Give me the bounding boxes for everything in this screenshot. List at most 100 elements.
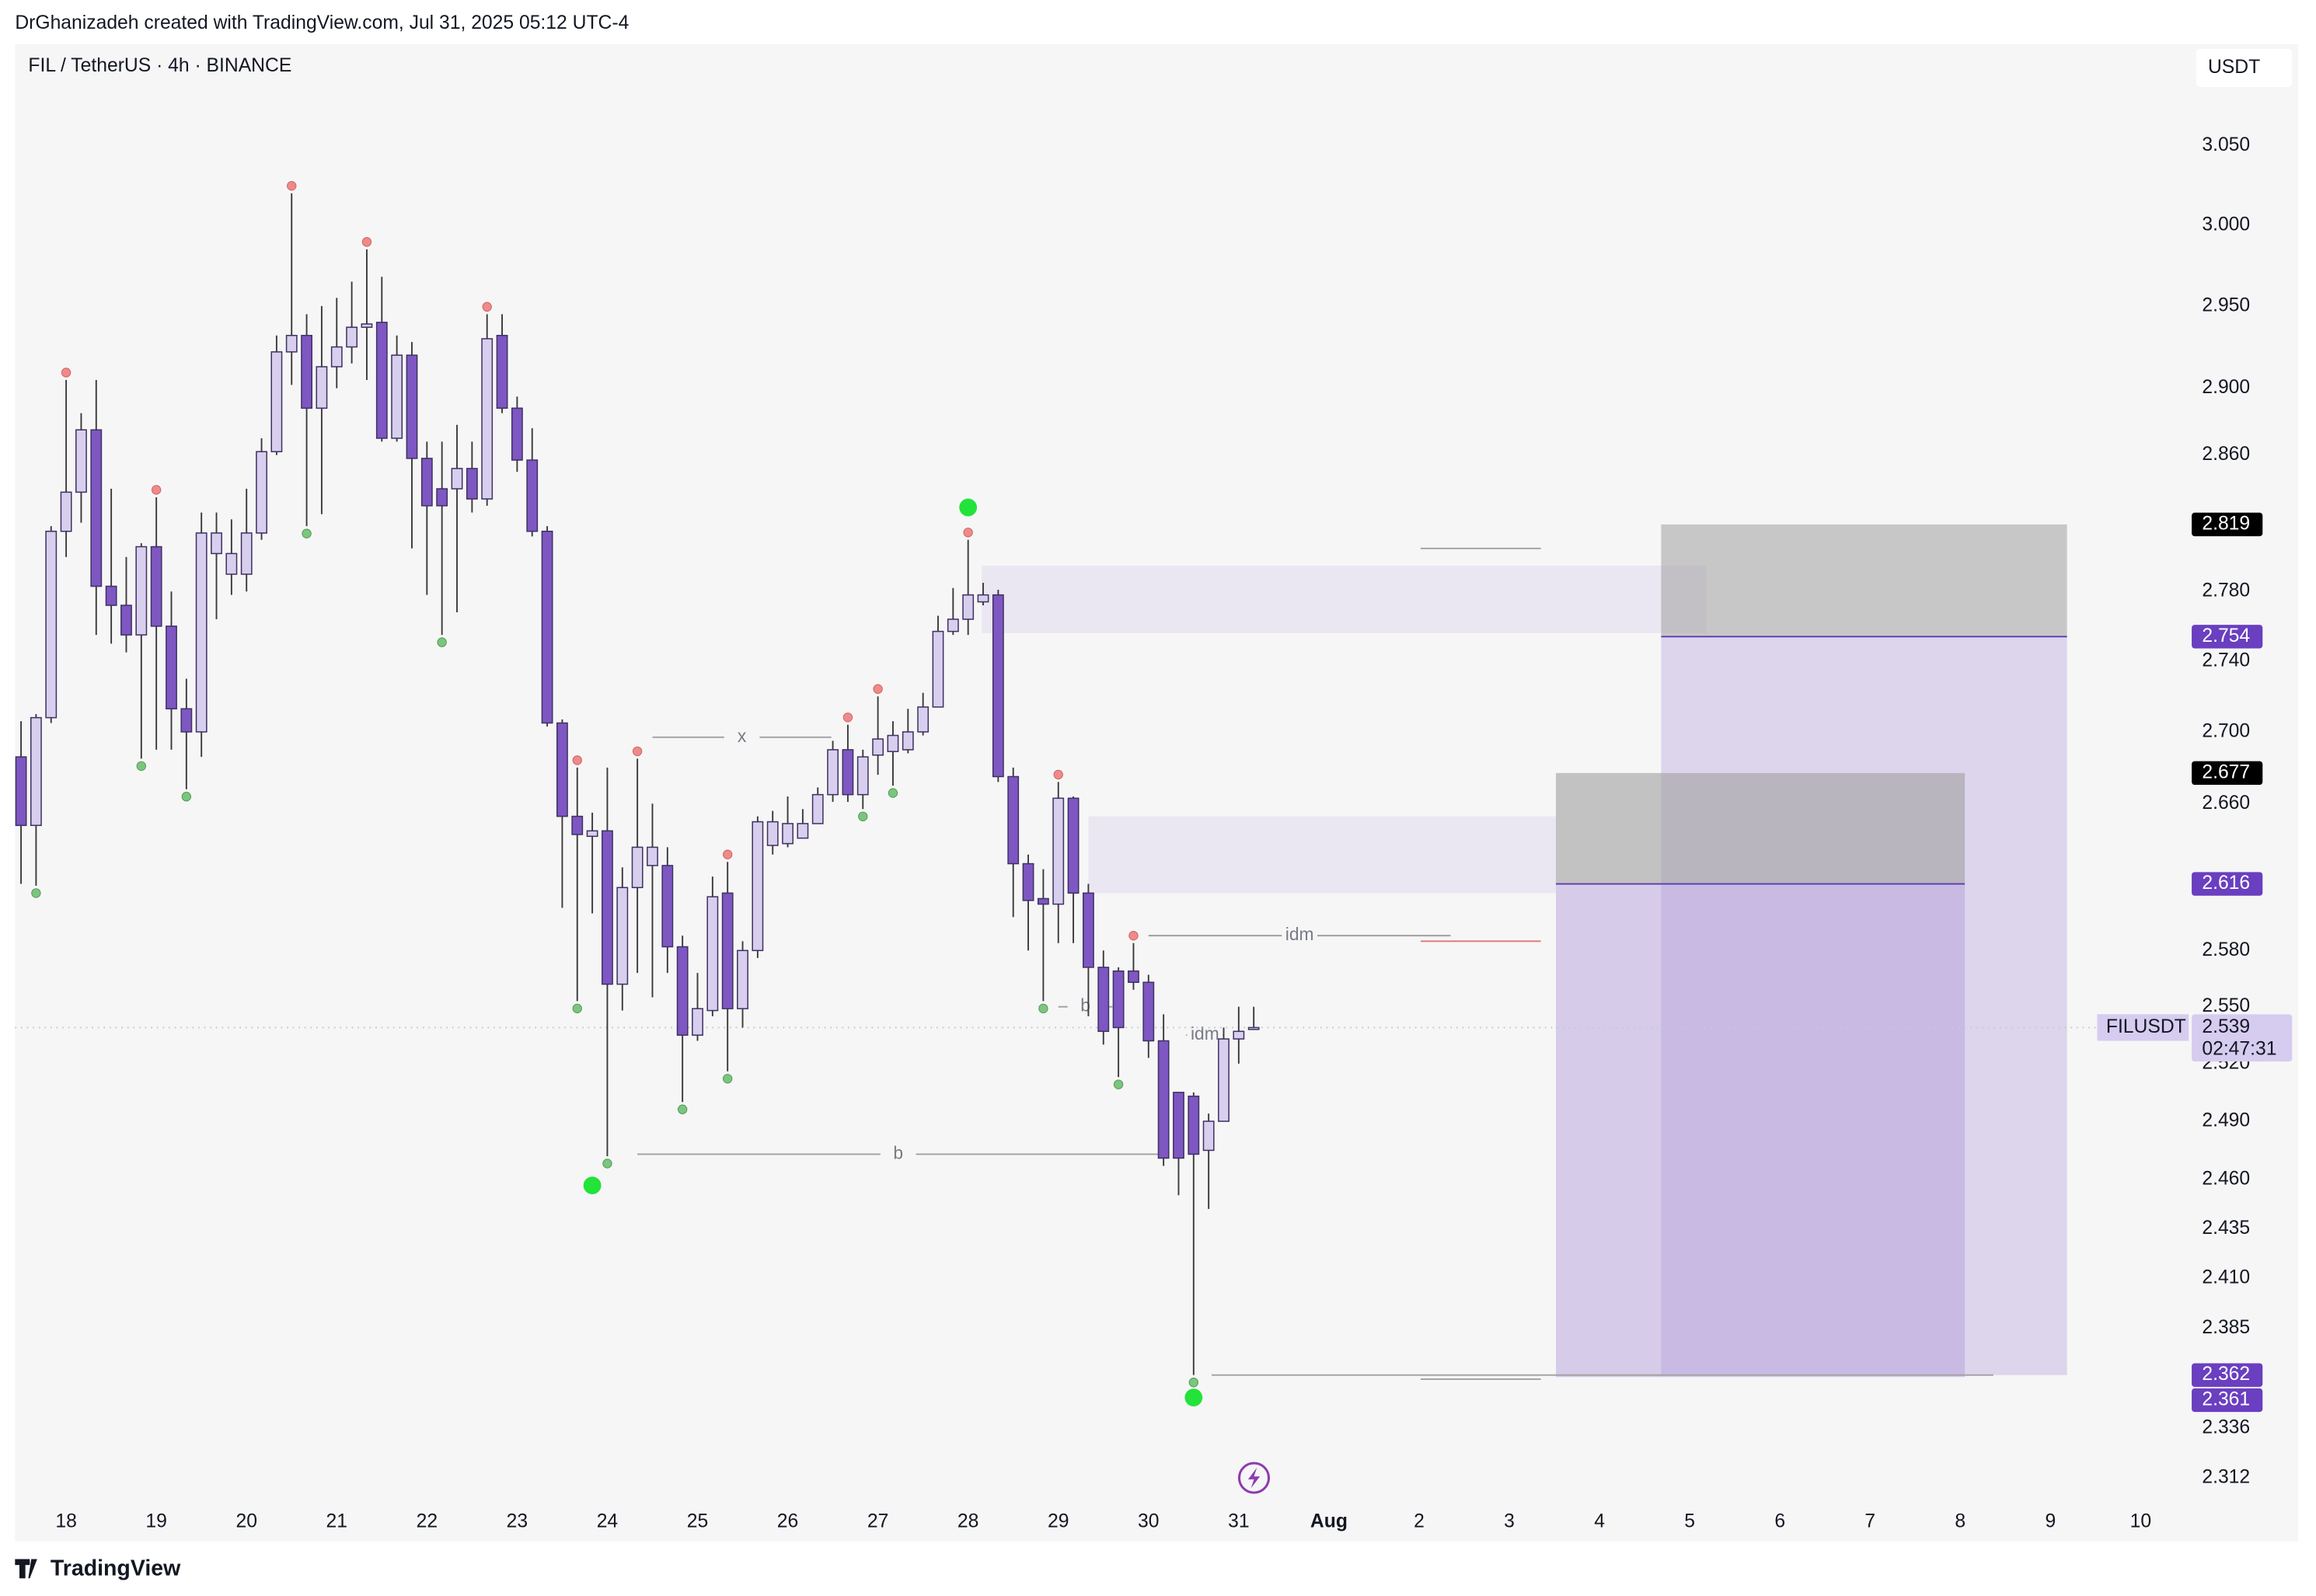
candle-body [135, 545, 148, 636]
candle-body [616, 887, 629, 985]
pivot-low [1113, 1079, 1124, 1089]
pivot-low [602, 1159, 612, 1169]
y-tick-label: 2.660 [2202, 793, 2250, 814]
last-price: 2.539 [2202, 1016, 2250, 1037]
candle-body [917, 706, 930, 733]
pivot-low [31, 888, 41, 898]
x-tick-label: 9 [2046, 1511, 2056, 1532]
x-tick-label: 2 [1414, 1511, 1425, 1532]
credit: DrGhanizadeh created with TradingView.co… [15, 12, 629, 33]
pivot-high [963, 528, 973, 538]
currency-button[interactable] [2196, 48, 2293, 88]
candle-body [1173, 1092, 1184, 1159]
symbol-label: FILUSDT [2106, 1016, 2186, 1037]
y-tick-label: 2.460 [2202, 1169, 2250, 1190]
zone [1088, 816, 1556, 894]
candle-body [60, 491, 72, 532]
candle-body [240, 532, 253, 575]
price-label: 2.754 [2202, 626, 2250, 646]
candle-body [872, 738, 884, 756]
candle-body [1112, 970, 1125, 1029]
candle-body [887, 734, 899, 752]
y-tick-label: 2.740 [2202, 650, 2250, 671]
candle-body [962, 594, 975, 620]
candle-body [1218, 1038, 1230, 1122]
candle-body [1007, 775, 1020, 865]
pivot-high [287, 181, 297, 191]
pivot-low [136, 761, 146, 772]
x-tick-label: Aug [1310, 1511, 1348, 1532]
x-tick-label: 24 [597, 1511, 618, 1532]
pivot-high [361, 237, 372, 247]
x-tick-label: 3 [1504, 1511, 1515, 1532]
candle-body [285, 334, 298, 353]
x-tick-label: 23 [507, 1511, 528, 1532]
y-tick-label: 2.435 [2202, 1218, 2250, 1239]
x-tick-label: 22 [417, 1511, 438, 1532]
pivot-high [723, 849, 733, 859]
y-tick-label: 3.050 [2202, 134, 2250, 155]
candle-body [90, 429, 103, 587]
pivot-high [61, 368, 72, 378]
candle-body [1233, 1030, 1245, 1040]
candle-body [827, 749, 839, 796]
candle-body [496, 334, 508, 409]
candle-body [1083, 892, 1094, 968]
x-tick-label: 19 [145, 1511, 166, 1532]
candle-body [301, 334, 312, 409]
y-tick-label: 2.336 [2202, 1417, 2250, 1438]
line-label: b [893, 1142, 903, 1162]
candle-body [511, 407, 523, 461]
candle-body [150, 545, 162, 627]
candle-body [647, 846, 658, 866]
zone [1555, 883, 1965, 1378]
candle-body [225, 552, 238, 575]
line-label-bg [1187, 1024, 1223, 1046]
candle-body [361, 323, 373, 328]
zone [1661, 524, 2067, 637]
candle-body [346, 326, 358, 348]
x-tick-label: 20 [235, 1511, 256, 1532]
pivot-low [677, 1104, 688, 1114]
candle-body [420, 458, 433, 507]
x-tick-label: 26 [777, 1511, 798, 1532]
candle-body [211, 532, 222, 555]
price-label: 2.819 [2202, 514, 2250, 535]
candle-body [842, 749, 854, 796]
y-tick-label: 2.385 [2202, 1317, 2250, 1338]
line-label-bg [880, 1144, 916, 1165]
pivot-low [1188, 1377, 1198, 1388]
pivot-high [572, 755, 582, 765]
candle-body [556, 722, 568, 817]
candle-body [661, 865, 674, 948]
candle-body [676, 946, 689, 1036]
symbol-label-bg [2097, 1014, 2189, 1041]
price-label-bg [2192, 625, 2263, 649]
candle-body [406, 354, 418, 459]
symbol-title: FIL / TetherUS · 4h · BINANCE [28, 55, 291, 76]
x-tick-label: 6 [1774, 1511, 1785, 1532]
candle-body [256, 451, 267, 534]
candle-body [797, 823, 809, 839]
candle-body [977, 594, 989, 603]
x-tick-label: 25 [687, 1511, 708, 1532]
x-tick-label: 8 [1955, 1511, 1965, 1532]
pivot-high [1128, 931, 1139, 941]
candle-body [1022, 862, 1034, 901]
signal-dot [959, 498, 978, 517]
x-tick-label: 4 [1594, 1511, 1605, 1532]
y-tick-label: 2.860 [2202, 444, 2250, 465]
candle-body [1052, 797, 1065, 905]
pivot-low [1038, 1003, 1048, 1014]
pivot-low [858, 811, 868, 821]
currency[interactable]: USDT [2208, 57, 2260, 78]
candle-body [692, 1008, 703, 1036]
pivot-low [723, 1074, 733, 1084]
candle-body [30, 716, 42, 827]
candle-body [992, 594, 1004, 778]
candle-body [1157, 1040, 1170, 1159]
candle-body [1067, 797, 1080, 894]
candle-body [811, 793, 824, 824]
candle-body [466, 468, 478, 500]
candle-body [436, 488, 448, 507]
